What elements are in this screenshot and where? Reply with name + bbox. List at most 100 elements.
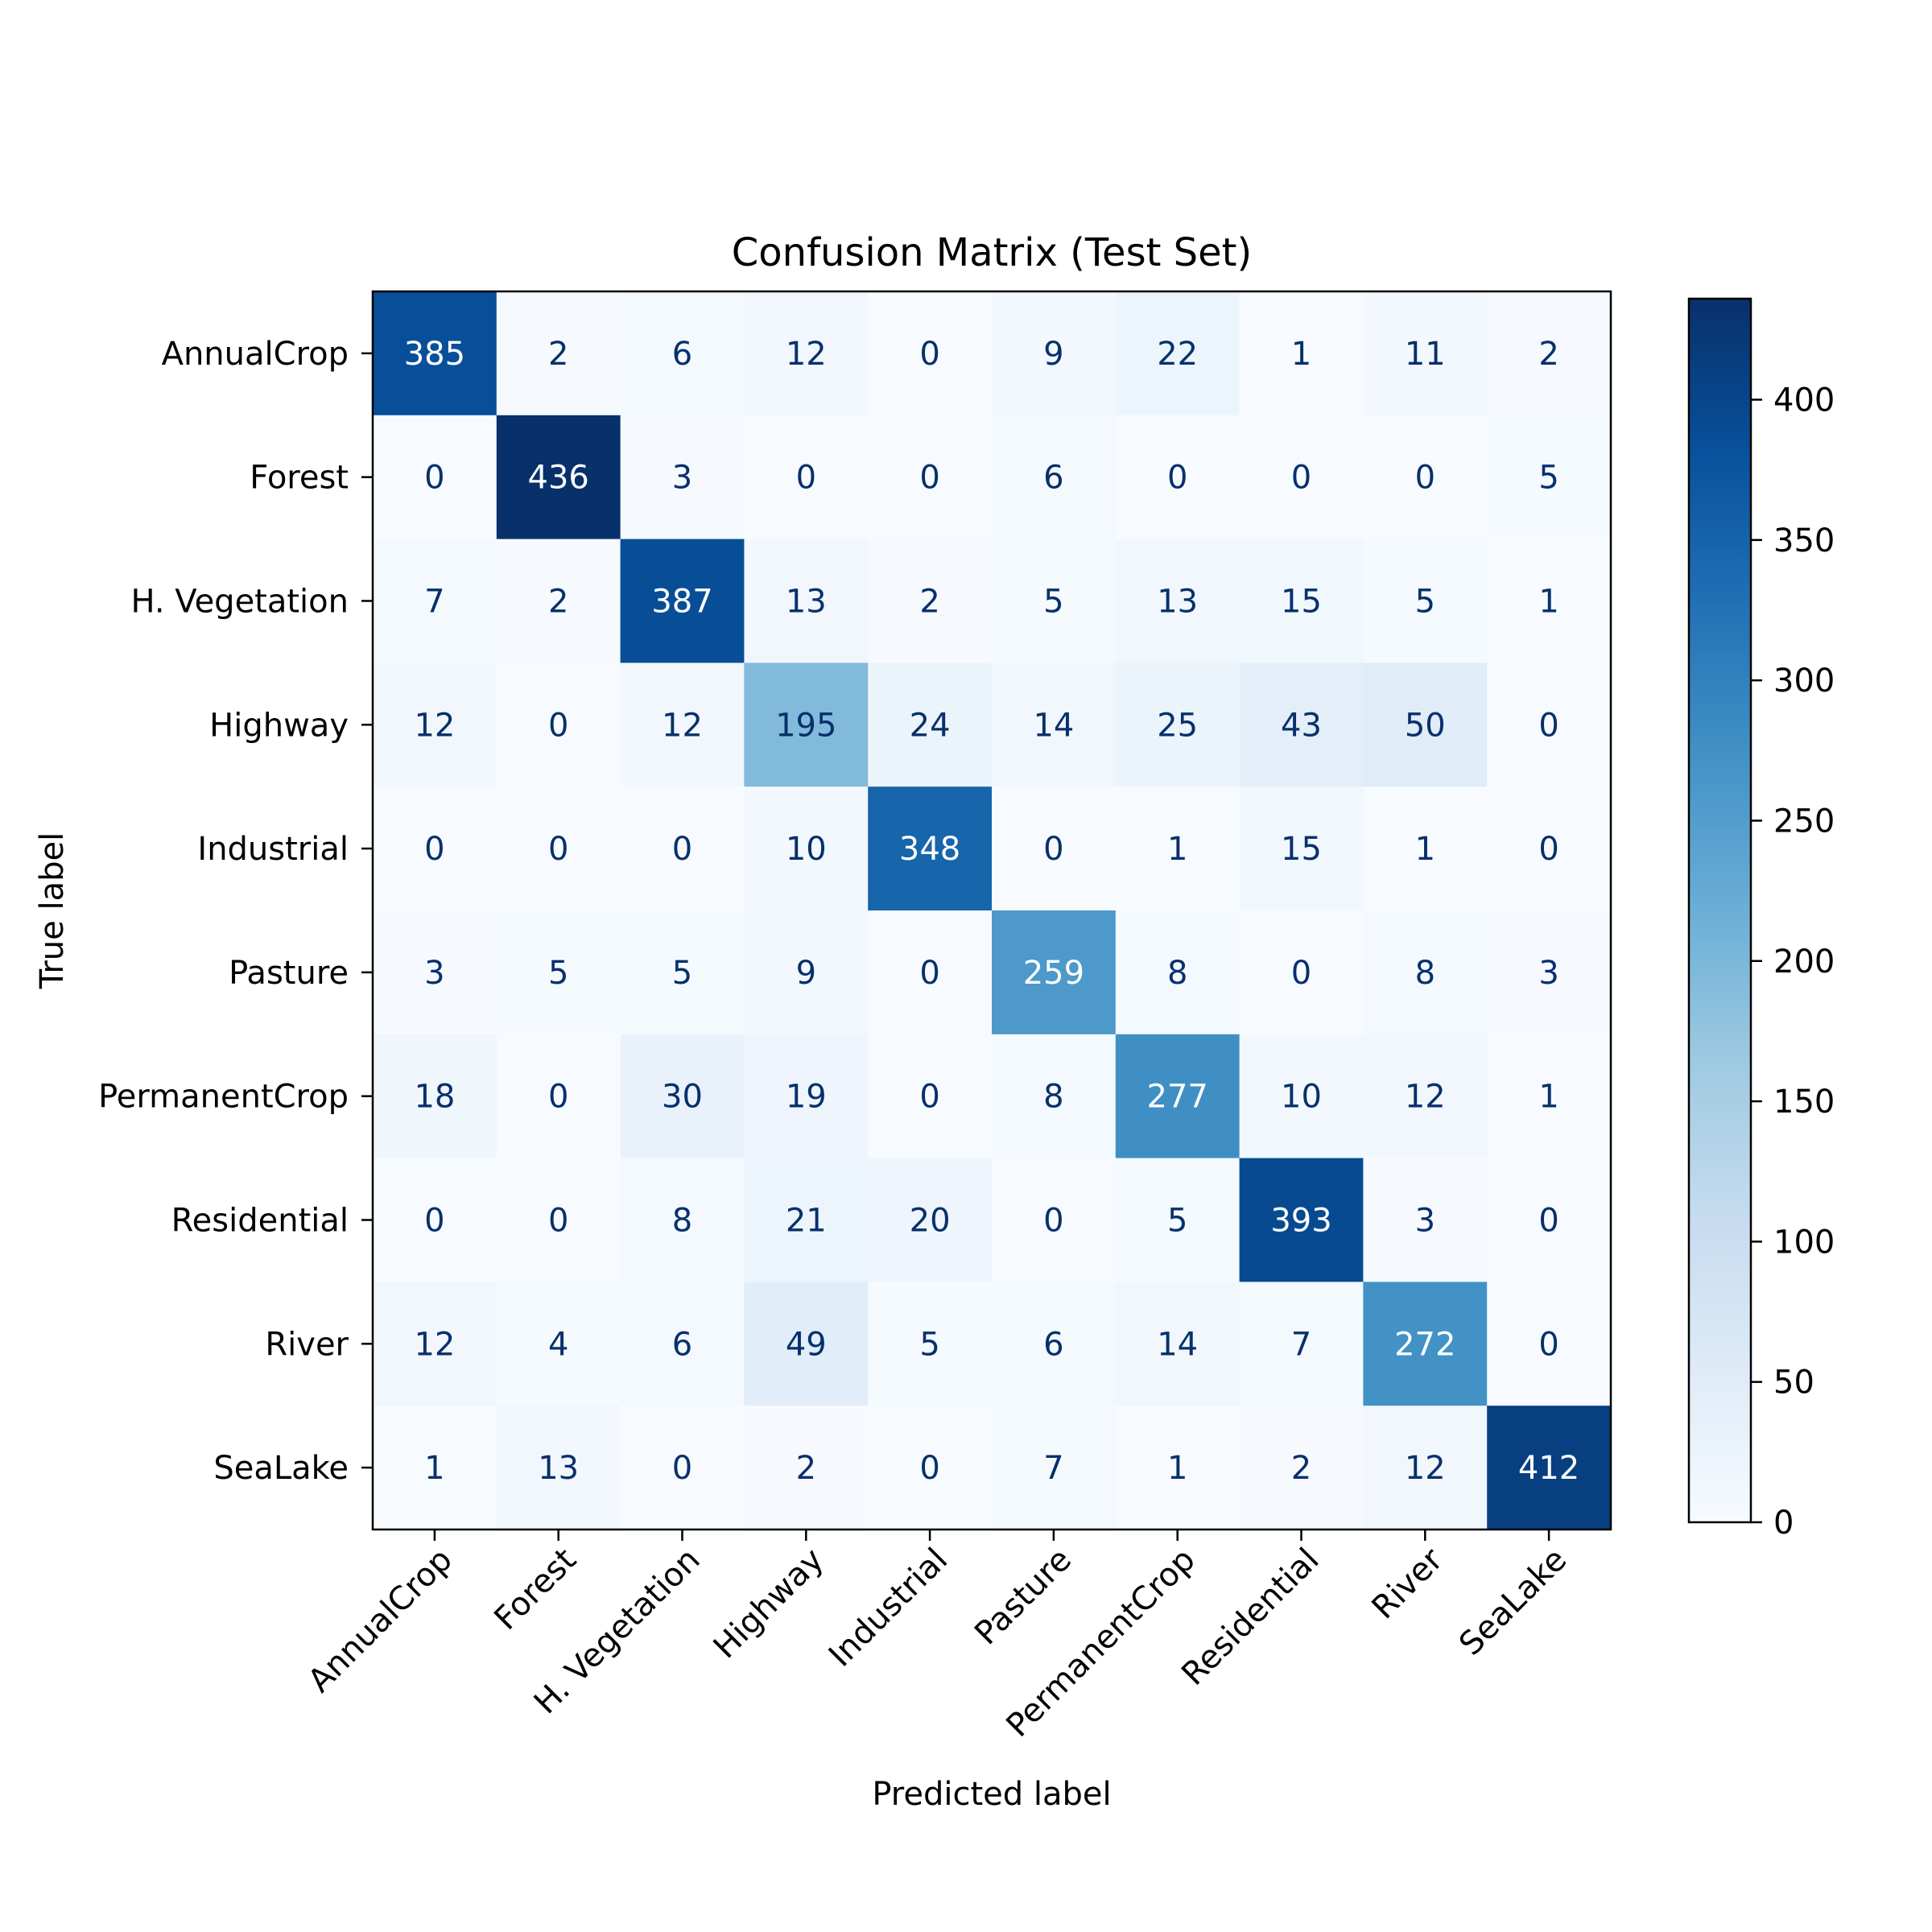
cell-value-label: 25 — [1157, 707, 1198, 744]
heatmap-cell — [992, 539, 1117, 663]
heatmap-cell — [1115, 910, 1241, 1035]
cell-value-label: 10 — [1281, 1079, 1322, 1116]
x-tick-label: River — [1365, 1541, 1451, 1626]
cell-value-label: 0 — [1043, 831, 1063, 868]
cell-value-label: 5 — [1043, 584, 1063, 621]
cell-value-label: 9 — [796, 955, 816, 992]
cell-value-label: 1 — [424, 1450, 444, 1487]
heatmap-cell — [373, 1406, 497, 1530]
heatmap-cell — [1487, 786, 1612, 911]
cell-value-label: 0 — [424, 831, 444, 868]
cell-value-label: 13 — [538, 1450, 579, 1487]
heatmap-cell — [868, 910, 993, 1035]
y-tick-label: Highway — [209, 707, 349, 744]
heatmap-cell — [1239, 910, 1364, 1035]
colorbar-ticks: 0 50 100 150 200 250 300 350 400 — [1751, 382, 1835, 1542]
heatmap-cell — [1363, 663, 1488, 787]
y-tick-label: AnnualCrop — [162, 336, 349, 373]
heatmap-cell — [373, 786, 497, 911]
cell-value-label: 0 — [1538, 831, 1558, 868]
heatmap-cell — [868, 1034, 993, 1159]
cell-value-label: 6 — [672, 1326, 692, 1363]
cell-value-label: 1 — [1167, 831, 1187, 868]
colorbar-tick-label: 100 — [1773, 1224, 1835, 1261]
y-axis-ticks: AnnualCrop Forest H. Vegetation Highway Indu… — [98, 336, 373, 1487]
cell-value-label: 0 — [919, 1079, 939, 1116]
cell-value-label: 2 — [548, 584, 568, 621]
cell-value-label: 19 — [786, 1079, 827, 1116]
heatmap-cell — [1115, 1282, 1241, 1406]
y-tick-label: Pasture — [229, 955, 349, 992]
x-tick-label: Industrial — [822, 1542, 955, 1674]
cell-value-label: 0 — [548, 831, 568, 868]
colorbar-tick-label: 200 — [1773, 943, 1835, 980]
cell-value-label: 5 — [672, 955, 692, 992]
heatmap-cell — [1239, 1158, 1364, 1282]
cell-value-label: 387 — [651, 584, 712, 621]
cell-value-label: 2 — [796, 1450, 816, 1487]
cell-value-label: 0 — [1291, 460, 1311, 497]
heatmap-cell — [496, 663, 621, 787]
heatmap-cell — [744, 539, 869, 663]
heatmap-cell — [992, 291, 1117, 416]
heatmap-cell — [744, 663, 869, 787]
x-tick-label: AnnualCrop — [301, 1542, 460, 1700]
heatmap-cell — [1487, 1282, 1612, 1406]
heatmap-cell — [1239, 415, 1364, 540]
cell-value-label: 15 — [1281, 584, 1322, 621]
cell-value-label: 0 — [424, 1203, 444, 1240]
cell-value-label: 1 — [1415, 831, 1435, 868]
heatmap-cell — [868, 663, 993, 787]
heatmap-cell — [1487, 1158, 1612, 1282]
x-tick-label: Pasture — [968, 1542, 1079, 1653]
heatmap-cell — [1487, 663, 1612, 787]
cell-value-label: 412 — [1518, 1450, 1579, 1487]
heatmap-cell — [620, 786, 745, 911]
cell-value-label: 11 — [1405, 336, 1446, 373]
heatmap-cell — [1487, 910, 1612, 1035]
colorbar — [1687, 297, 1752, 1524]
cell-value-label: 9 — [1043, 336, 1063, 373]
heatmap-cell — [496, 539, 621, 663]
heatmap-cell — [1115, 1406, 1241, 1530]
colorbar-tick-label: 250 — [1773, 803, 1835, 840]
cell-value-label: 0 — [919, 1450, 939, 1487]
x-tick-label: Forest — [487, 1542, 583, 1637]
cell-value-label: 2 — [1538, 336, 1558, 373]
cell-value-label: 1 — [1538, 584, 1558, 621]
heatmap-cell — [1363, 910, 1488, 1035]
heatmap-cell — [620, 663, 745, 787]
y-tick-label: H. Vegetation — [131, 584, 349, 621]
heatmap-cells: 385 2 6 12 0 9 22 1 11 20 436 3 0 0 6 0 0 0 57 2 387 13 2 5 13 15… — [373, 291, 1612, 1530]
heatmap-cell — [1487, 539, 1612, 663]
heatmap-cell — [1363, 539, 1488, 663]
cell-value-label: 7 — [424, 584, 444, 621]
x-tick-label: SeaLake — [1452, 1542, 1574, 1663]
heatmap-cell — [620, 910, 745, 1035]
cell-value-label: 0 — [1538, 1326, 1558, 1363]
y-tick-label: River — [265, 1326, 349, 1363]
cell-value-label: 0 — [1043, 1203, 1063, 1240]
colorbar-tick-label: 350 — [1773, 522, 1835, 559]
heatmap-cell — [620, 415, 745, 540]
cell-value-label: 5 — [919, 1326, 939, 1363]
cell-value-label: 0 — [1291, 955, 1311, 992]
x-axis-label: Predicted label — [872, 1776, 1111, 1813]
cell-value-label: 8 — [1167, 955, 1187, 992]
heatmap-cell — [992, 910, 1117, 1035]
heatmap-cell — [1363, 1406, 1488, 1530]
heatmap-cell — [744, 910, 869, 1035]
cell-value-label: 14 — [1033, 707, 1074, 744]
heatmap-cell — [1115, 1158, 1241, 1282]
cell-value-label: 8 — [1043, 1079, 1063, 1116]
cell-value-label: 6 — [672, 336, 692, 373]
cell-value-label: 6 — [1043, 460, 1063, 497]
heatmap-cell — [373, 910, 497, 1035]
heatmap-cell — [620, 1158, 745, 1282]
heatmap-cell — [1115, 663, 1241, 787]
cell-value-label: 7 — [1043, 1450, 1063, 1487]
heatmap-cell — [373, 539, 497, 663]
colorbar-tick-label: 50 — [1773, 1364, 1814, 1402]
cell-value-label: 22 — [1157, 336, 1198, 373]
